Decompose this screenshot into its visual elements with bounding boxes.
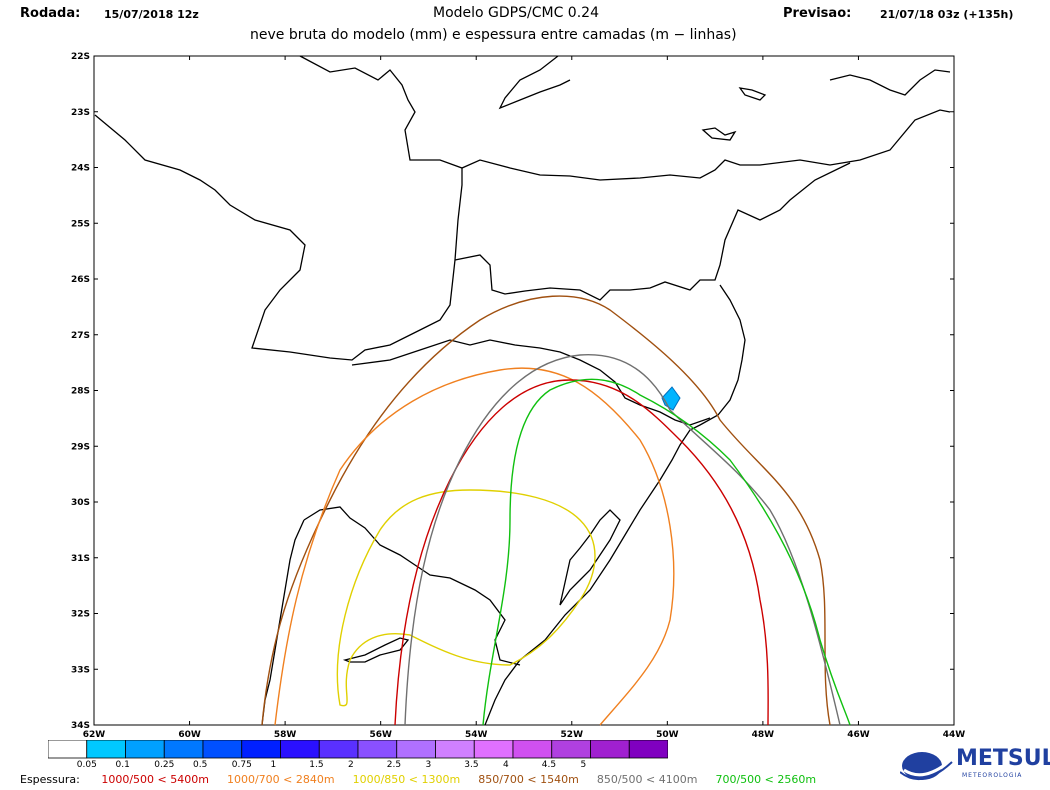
colorbar-swatch <box>435 740 475 759</box>
map-ticks: 22S23S24S25S26S27S28S29S30S31S32S33S34S6… <box>71 52 965 740</box>
lon-tick-label: 60W <box>178 730 201 740</box>
lat-tick-label: 31S <box>71 554 90 564</box>
colorbar <box>48 740 668 759</box>
lat-tick-label: 32S <box>71 610 90 620</box>
lat-tick-label: 29S <box>71 442 90 452</box>
colorbar-label: 3 <box>425 760 432 770</box>
contour-1000-850 <box>336 489 596 707</box>
colorbar-label: 2.5 <box>386 760 402 770</box>
lat-tick-label: 26S <box>71 275 90 285</box>
river-line <box>498 55 571 110</box>
colorbar-swatch <box>125 740 165 759</box>
colorbar-swatch <box>241 740 281 759</box>
colorbar-swatch <box>48 740 88 759</box>
island-2 <box>738 87 767 101</box>
lon-tick-label: 58W <box>274 730 297 740</box>
lon-tick-label: 46W <box>847 730 870 740</box>
colorbar-label: 0.05 <box>76 760 97 770</box>
contour-850-500 <box>404 354 841 726</box>
logo-text: METSUL <box>956 746 1050 771</box>
lat-tick-label: 28S <box>71 387 90 397</box>
globe-icon <box>899 752 953 781</box>
lon-tick-label: 52W <box>561 730 584 740</box>
legend-item: 1000/700 < 2840m <box>226 773 335 786</box>
lat-tick-label: 33S <box>71 665 90 675</box>
colorbar-swatch <box>512 740 553 759</box>
colorbar-label: 1 <box>270 760 277 770</box>
lat-tick-label: 24S <box>71 164 90 174</box>
legend-item: 1000/500 < 5400m <box>101 773 209 786</box>
forecast-label: Previsao: <box>783 6 852 21</box>
legend-item: 850/700 < 1540m <box>478 773 579 786</box>
map-frame <box>93 55 955 726</box>
border-parana <box>454 162 851 301</box>
lon-tick-label: 44W <box>943 730 966 740</box>
colorbar-swatch <box>318 740 359 759</box>
border-paraguay <box>94 114 463 361</box>
contour-1000-700 <box>274 367 675 726</box>
lat-tick-label: 27S <box>71 331 90 341</box>
lat-tick-label: 30S <box>71 498 90 508</box>
thickness-legend: Espessura: 1000/500 < 5400m 1000/700 < 28… <box>20 773 816 786</box>
contour-850-700 <box>261 295 831 726</box>
legend-item: 1000/850 < 1300m <box>352 773 461 786</box>
lon-tick-label: 54W <box>465 730 488 740</box>
colorbar-label: 2 <box>348 760 354 770</box>
thickness-contours <box>261 295 851 726</box>
forecast-value: 21/07/18 03z (+135h) <box>880 8 1014 21</box>
colorbar-swatch <box>357 740 398 759</box>
colorbar-label: 0.5 <box>193 760 208 770</box>
colorbar-swatch <box>280 740 320 759</box>
colorbar-label: 0.75 <box>231 760 252 770</box>
model-title: Modelo GDPS/CMC 0.24 <box>433 5 599 21</box>
lon-tick-label: 48W <box>752 730 775 740</box>
colorbar-swatch <box>473 740 514 759</box>
colorbar-swatch <box>396 740 436 759</box>
legend-item: 850/500 < 4100m <box>596 773 698 786</box>
colorbar-label: 5 <box>580 760 587 770</box>
colorbar-label: 4 <box>503 760 509 770</box>
colorbar-swatch <box>590 740 630 759</box>
logo-subtext: METEOROLOGIA <box>962 772 1023 779</box>
island-1 <box>701 127 737 141</box>
coast-rio-de-la-plata <box>342 637 410 663</box>
coast-argentina <box>261 519 305 726</box>
contour-700-500 <box>482 378 851 726</box>
coast-se <box>829 69 951 96</box>
lat-tick-label: 25S <box>71 219 90 229</box>
colorbar-swatch <box>551 740 591 759</box>
colorbar-label: 1.5 <box>309 760 324 770</box>
colorbar-label: 3.5 <box>464 760 479 770</box>
run-label: Rodada: <box>20 6 81 21</box>
colorbar-label: 0.25 <box>154 760 175 770</box>
coastline-east <box>484 284 746 726</box>
lon-tick-label: 62W <box>83 730 106 740</box>
run-value: 15/07/2018 12z <box>104 8 199 21</box>
lon-tick-label: 56W <box>369 730 392 740</box>
colorbar-label: 4.5 <box>541 760 557 770</box>
colorbar-swatch <box>628 740 668 759</box>
border-line <box>299 55 951 181</box>
colorbar-swatch <box>163 740 204 759</box>
colorbar-swatch <box>202 740 243 759</box>
lat-tick-label: 22S <box>71 52 90 62</box>
metsul-logo: METSUL METEOROLOGIA <box>899 742 1050 786</box>
map-subtitle: neve bruta do modelo (mm) e espessura en… <box>250 27 737 43</box>
legend-title: Espessura: <box>20 773 80 786</box>
lat-tick-label: 34S <box>71 721 90 731</box>
contour-1000-500 <box>394 379 769 726</box>
lon-tick-label: 50W <box>656 730 679 740</box>
colorbar-swatch <box>86 740 126 759</box>
legend-item: 700/500 < 2560m <box>715 773 817 786</box>
colorbar-label: 0.1 <box>115 760 130 770</box>
lat-tick-label: 23S <box>71 108 90 118</box>
